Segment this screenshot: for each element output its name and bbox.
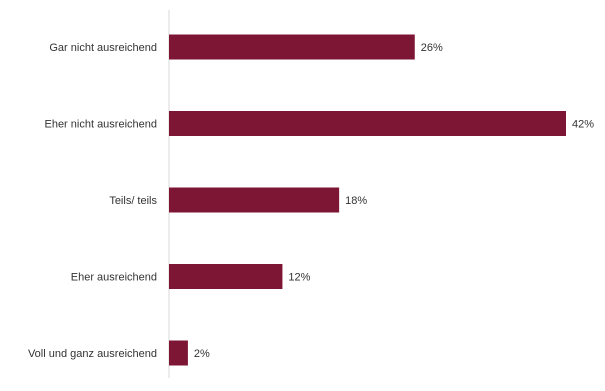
category-label: Voll und ganz ausreichend	[28, 348, 157, 360]
category-label: Gar nicht ausreichend	[49, 42, 157, 54]
bar-3	[169, 264, 283, 289]
bar-1	[169, 111, 566, 136]
value-label: 18%	[345, 195, 367, 207]
value-label: 12%	[288, 272, 310, 284]
bar-4	[169, 340, 188, 366]
bar-0	[169, 34, 415, 60]
category-label: Eher nicht ausreichend	[44, 119, 157, 131]
value-label: 2%	[194, 348, 210, 360]
value-label: 26%	[421, 42, 443, 54]
value-label: 42%	[572, 119, 594, 131]
value-labels-group: 26% 42% 18% 12% 2%	[194, 42, 594, 360]
category-labels-group: Gar nicht ausreichend Eher nicht ausreich…	[28, 42, 158, 360]
bars-group	[169, 34, 566, 366]
bar-2	[169, 187, 340, 213]
category-label: Eher ausreichend	[71, 272, 157, 284]
category-label: Teils/ teils	[109, 195, 157, 207]
